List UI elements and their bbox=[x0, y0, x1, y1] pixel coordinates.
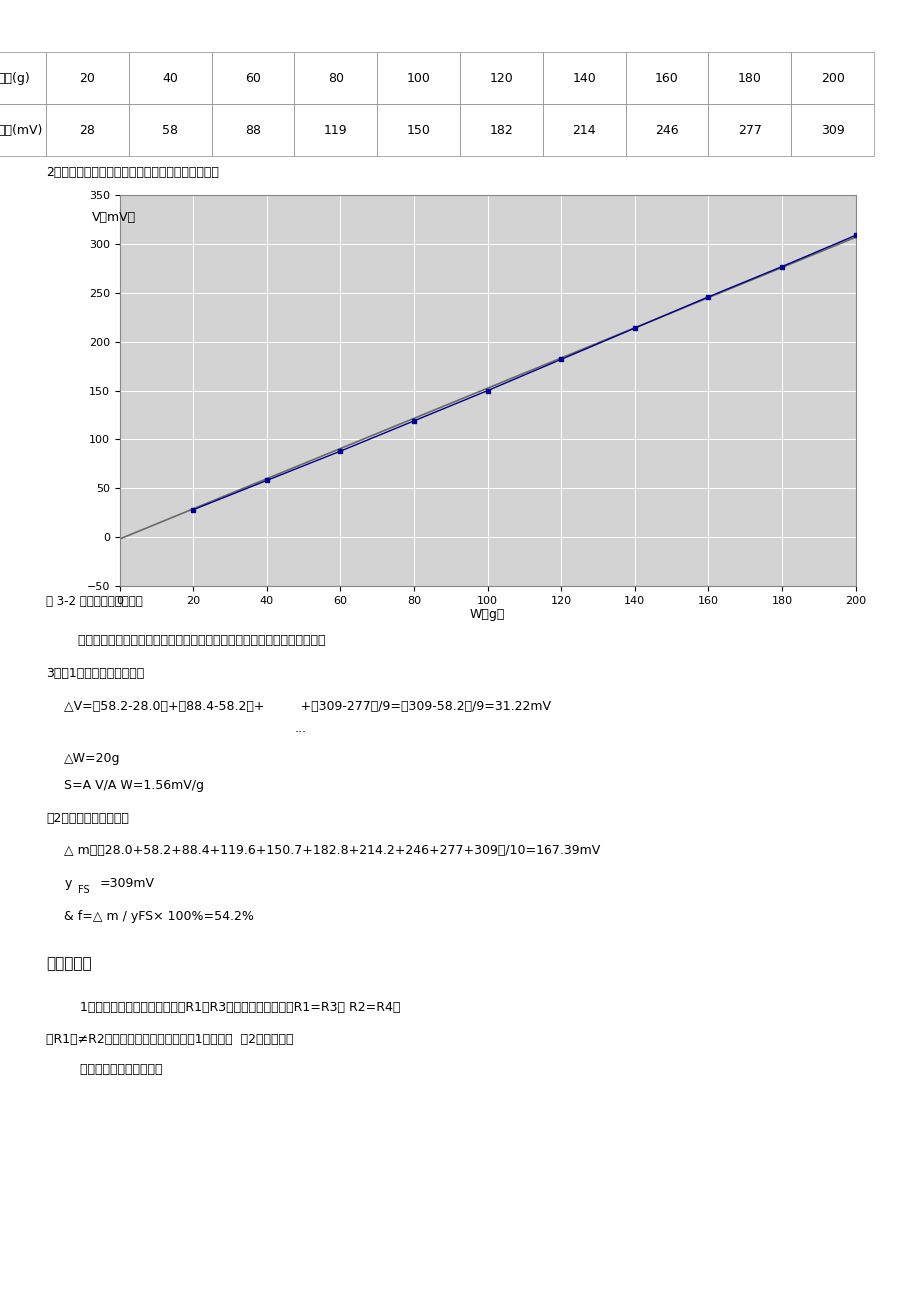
Text: △V=（58.2-28.0）+（88.4-58.2）+         +（309-277）/9=（309-58.2）/9=31.22mV: △V=（58.2-28.0）+（88.4-58.2）+ +（309-277）/9… bbox=[64, 699, 550, 712]
Text: △ m．（28.0+58.2+88.4+119.6+150.7+182.8+214.2+246+277+309）/10=167.39mV: △ m．（28.0+58.2+88.4+119.6+150.7+182.8+21… bbox=[64, 845, 600, 858]
Text: FS: FS bbox=[78, 885, 90, 896]
Text: 图 3-2 全桥传感器特性曲线: 图 3-2 全桥传感器特性曲线 bbox=[46, 595, 142, 608]
Text: 2、由所得数据绘出半桥电桥的传感器特性曲线如下: 2、由所得数据绘出半桥电桥的传感器特性曲线如下 bbox=[46, 165, 219, 178]
Text: 答：可以组成全桥电路。: 答：可以组成全桥电路。 bbox=[64, 1062, 163, 1075]
Text: 而R1、≠R2时，是否可以组成全桥：（1）可以？  （2）不可以？: 而R1、≠R2时，是否可以组成全桥：（1）可以？ （2）不可以？ bbox=[46, 1034, 293, 1047]
Text: 六、思考题: 六、思考题 bbox=[46, 957, 92, 971]
Text: & f=△ m / yFS× 100%=54.2%: & f=△ m / yFS× 100%=54.2% bbox=[64, 910, 254, 923]
Text: 由图可知，全桥的传感器特性曲线的线性特性良好，电桥输出灵敏度很高。: 由图可知，全桥的传感器特性曲线的线性特性良好，电桥输出灵敏度很高。 bbox=[46, 634, 325, 647]
Text: （2）计算非线性误差：: （2）计算非线性误差： bbox=[46, 812, 129, 825]
Text: ...: ... bbox=[294, 723, 306, 736]
Text: y: y bbox=[64, 878, 72, 891]
Text: 1、全桥测量中，当两组对边（R1、R3）电阴值相同时，即R1=R3， R2=R4，: 1、全桥测量中，当两组对边（R1、R3）电阴值相同时，即R1=R3， R2=R4… bbox=[64, 1001, 401, 1014]
Text: S=A V/A W=1.56mV/g: S=A V/A W=1.56mV/g bbox=[64, 780, 204, 793]
Text: 3、（1）计算系统灵敏度：: 3、（1）计算系统灵敏度： bbox=[46, 667, 144, 680]
Text: △W=20g: △W=20g bbox=[64, 751, 120, 764]
X-axis label: W（g）: W（g） bbox=[470, 608, 505, 621]
Text: =309mV: =309mV bbox=[99, 878, 154, 891]
Text: V（mV）: V（mV） bbox=[92, 211, 136, 224]
